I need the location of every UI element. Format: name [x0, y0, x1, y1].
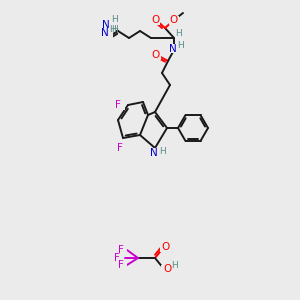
- FancyBboxPatch shape: [175, 31, 183, 39]
- Text: H: H: [159, 148, 165, 157]
- FancyBboxPatch shape: [115, 142, 125, 152]
- Text: F: F: [115, 100, 121, 110]
- FancyBboxPatch shape: [168, 44, 186, 52]
- FancyBboxPatch shape: [151, 50, 161, 59]
- FancyBboxPatch shape: [150, 16, 160, 25]
- Text: O: O: [152, 50, 160, 60]
- Text: F: F: [117, 143, 123, 153]
- Text: N: N: [150, 148, 158, 158]
- Text: F: F: [118, 260, 124, 270]
- Text: H: H: [178, 40, 184, 50]
- FancyBboxPatch shape: [118, 245, 127, 254]
- FancyBboxPatch shape: [113, 254, 122, 262]
- FancyBboxPatch shape: [99, 29, 113, 38]
- FancyBboxPatch shape: [118, 260, 127, 269]
- FancyBboxPatch shape: [99, 20, 117, 29]
- Text: H: H: [172, 262, 178, 271]
- Text: O: O: [163, 264, 171, 274]
- Text: O: O: [151, 15, 159, 25]
- Text: F: F: [114, 253, 120, 263]
- Text: H: H: [112, 16, 118, 25]
- Text: H: H: [176, 29, 182, 38]
- FancyBboxPatch shape: [169, 16, 179, 25]
- Text: N: N: [102, 20, 110, 30]
- Text: N: N: [169, 44, 177, 54]
- Text: F: F: [118, 245, 124, 255]
- Text: H: H: [110, 25, 116, 34]
- Text: O: O: [161, 242, 169, 252]
- FancyBboxPatch shape: [160, 242, 170, 251]
- Text: H: H: [112, 25, 118, 34]
- FancyBboxPatch shape: [150, 148, 166, 157]
- FancyBboxPatch shape: [115, 100, 125, 109]
- Text: O: O: [170, 15, 178, 25]
- FancyBboxPatch shape: [161, 265, 177, 274]
- Text: N: N: [101, 28, 109, 38]
